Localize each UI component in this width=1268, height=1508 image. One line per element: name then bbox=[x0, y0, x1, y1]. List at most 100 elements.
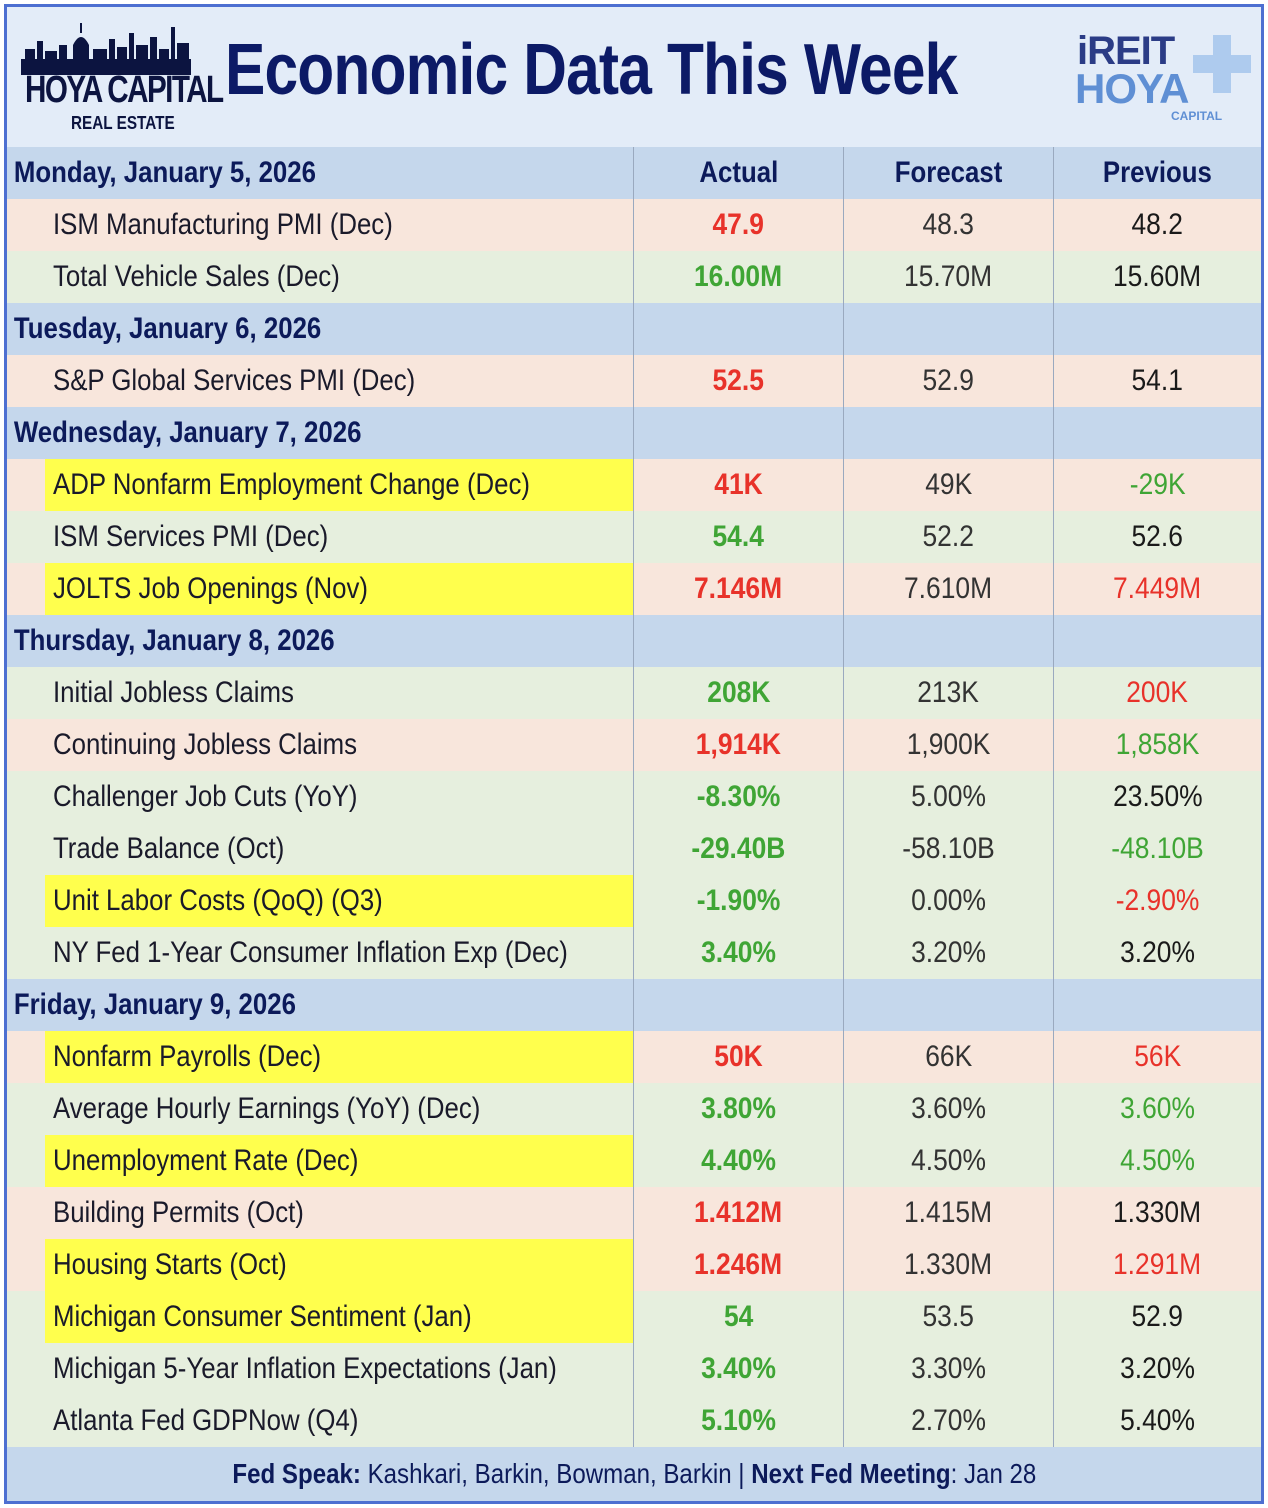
forecast-value: 213K bbox=[917, 676, 980, 709]
actual-cell: 7.146M bbox=[633, 563, 843, 615]
previous-value: 3.60% bbox=[1120, 1092, 1195, 1125]
actual-value: 1.412M bbox=[694, 1196, 783, 1229]
actual-value: 208K bbox=[706, 676, 771, 709]
previous-cell: 23.50% bbox=[1053, 771, 1261, 823]
indicator-cell: Initial Jobless Claims bbox=[7, 667, 633, 719]
actual-cell: -1.90% bbox=[633, 875, 843, 927]
previous-cell: 52.6 bbox=[1053, 511, 1261, 563]
forecast-value: 5.00% bbox=[911, 780, 986, 813]
data-row: Unit Labor Costs (QoQ) (Q3) -1.90% 0.00% -2… bbox=[7, 875, 1261, 927]
forecast-cell: 53.5 bbox=[843, 1291, 1053, 1343]
forecast-value: 52.2 bbox=[922, 520, 975, 553]
forecast-value: 1.330M bbox=[904, 1248, 993, 1281]
indicator-name-box: JOLTS Job Openings (Nov) bbox=[45, 563, 633, 615]
forecast-cell: 48.3 bbox=[843, 199, 1053, 251]
data-row: JOLTS Job Openings (Nov) 7.146M 7.610M 7.44… bbox=[7, 563, 1261, 615]
indicator-name-box: Average Hourly Earnings (YoY) (Dec) bbox=[45, 1083, 633, 1135]
next-fed-meeting-label: Next Fed Meeting bbox=[750, 1458, 951, 1489]
actual-value: 41K bbox=[714, 468, 763, 501]
previous-cell: -2.90% bbox=[1053, 875, 1261, 927]
footer-bar: Fed Speak: Kashkari, Barkin, Bowman, Bar… bbox=[7, 1447, 1261, 1501]
indicator-name: Initial Jobless Claims bbox=[53, 676, 294, 709]
actual-value: 47.9 bbox=[712, 208, 765, 241]
economic-data-table: Monday, January 5, 2026 Actual Forecast Pre… bbox=[7, 147, 1261, 1447]
indicator-name-box: ISM Services PMI (Dec) bbox=[45, 511, 633, 563]
indicator-name: Unemployment Rate (Dec) bbox=[53, 1144, 359, 1177]
column-divider bbox=[843, 979, 1053, 1031]
column-header-actual-label: Actual bbox=[699, 156, 778, 189]
page-title: Economic Data This Week bbox=[225, 30, 958, 110]
data-row: ISM Services PMI (Dec) 54.4 52.2 52.6 bbox=[7, 511, 1261, 563]
data-row: Atlanta Fed GDPNow (Q4) 5.10% 2.70% 5.40% bbox=[7, 1395, 1261, 1447]
forecast-value: 49K bbox=[925, 468, 972, 501]
indicator-name-box: Trade Balance (Oct) bbox=[45, 823, 633, 875]
data-row: Unemployment Rate (Dec) 4.40% 4.50% 4.50% bbox=[7, 1135, 1261, 1187]
previous-cell: -29K bbox=[1053, 459, 1261, 511]
column-divider bbox=[1053, 407, 1261, 459]
actual-cell: 47.9 bbox=[633, 199, 843, 251]
forecast-value: 15.70M bbox=[904, 260, 993, 293]
forecast-cell: 1.330M bbox=[843, 1239, 1053, 1291]
previous-cell: -48.10B bbox=[1053, 823, 1261, 875]
actual-value: 16.00M bbox=[694, 260, 783, 293]
day-label: Monday, January 5, 2026 bbox=[13, 156, 316, 189]
previous-cell: 3.20% bbox=[1053, 927, 1261, 979]
indicator-cell: ADP Nonfarm Employment Change (Dec) bbox=[7, 459, 633, 511]
actual-cell: 208K bbox=[633, 667, 843, 719]
indicator-name-box: Unemployment Rate (Dec) bbox=[45, 1135, 633, 1187]
previous-cell: 1,858K bbox=[1053, 719, 1261, 771]
actual-value: 3.80% bbox=[701, 1092, 776, 1125]
indicator-name: Challenger Job Cuts (YoY) bbox=[53, 780, 358, 813]
day-label: Wednesday, January 7, 2026 bbox=[13, 416, 362, 449]
column-divider bbox=[1053, 979, 1261, 1031]
previous-value: 52.6 bbox=[1131, 520, 1184, 553]
forecast-cell: 1,900K bbox=[843, 719, 1053, 771]
forecast-value: 1.415M bbox=[904, 1196, 993, 1229]
hoya-capital-logo: HOYA CAPITAL REAL ESTATE bbox=[21, 19, 224, 139]
indicator-name: Unit Labor Costs (QoQ) (Q3) bbox=[53, 884, 383, 917]
indicator-name: Building Permits (Oct) bbox=[53, 1196, 304, 1229]
actual-value: -29.40B bbox=[691, 832, 786, 865]
actual-value: 3.40% bbox=[701, 1352, 776, 1385]
logo-right-line1: iREIT bbox=[1077, 29, 1175, 73]
indicator-name-box: Housing Starts (Oct) bbox=[45, 1239, 633, 1291]
indicator-name: Total Vehicle Sales (Dec) bbox=[53, 260, 340, 293]
data-row: ISM Manufacturing PMI (Dec) 47.9 48.3 48.2 bbox=[7, 199, 1261, 251]
previous-value: 15.60M bbox=[1113, 260, 1202, 293]
actual-cell: 16.00M bbox=[633, 251, 843, 303]
day-header-row: Friday, January 9, 2026 bbox=[7, 979, 1261, 1031]
actual-cell: 54.4 bbox=[633, 511, 843, 563]
forecast-cell: 0.00% bbox=[843, 875, 1053, 927]
previous-value: 56K bbox=[1134, 1040, 1181, 1073]
indicator-name: Trade Balance (Oct) bbox=[53, 832, 285, 865]
indicator-name-box: S&P Global Services PMI (Dec) bbox=[45, 355, 633, 407]
indicator-name: ISM Services PMI (Dec) bbox=[53, 520, 329, 553]
forecast-value: 0.00% bbox=[911, 884, 986, 917]
indicator-cell: ISM Services PMI (Dec) bbox=[7, 511, 633, 563]
day-label: Tuesday, January 6, 2026 bbox=[13, 312, 322, 345]
actual-value: 1.246M bbox=[694, 1248, 783, 1281]
previous-value: -29K bbox=[1129, 468, 1186, 501]
actual-cell: 3.40% bbox=[633, 927, 843, 979]
actual-cell: 3.80% bbox=[633, 1083, 843, 1135]
forecast-cell: 52.9 bbox=[843, 355, 1053, 407]
previous-cell: 1.291M bbox=[1053, 1239, 1261, 1291]
actual-cell: 5.10% bbox=[633, 1395, 843, 1447]
forecast-cell: 3.20% bbox=[843, 927, 1053, 979]
previous-value: 4.50% bbox=[1120, 1144, 1195, 1177]
previous-value: -2.90% bbox=[1115, 884, 1200, 917]
data-row: Average Hourly Earnings (YoY) (Dec) 3.80%… bbox=[7, 1083, 1261, 1135]
indicator-name: Michigan 5-Year Inflation Expectations (… bbox=[53, 1352, 557, 1385]
indicator-name-box: Unit Labor Costs (QoQ) (Q3) bbox=[45, 875, 633, 927]
column-header-previous-label: Previous bbox=[1102, 156, 1212, 189]
column-divider bbox=[1053, 303, 1261, 355]
indicator-cell: Unemployment Rate (Dec) bbox=[7, 1135, 633, 1187]
forecast-value: 53.5 bbox=[922, 1300, 975, 1333]
data-row: Challenger Job Cuts (YoY) -8.30% 5.00% 23.5… bbox=[7, 771, 1261, 823]
previous-value: 48.2 bbox=[1131, 208, 1184, 241]
day-header-row: Thursday, January 8, 2026 bbox=[7, 615, 1261, 667]
forecast-cell: 4.50% bbox=[843, 1135, 1053, 1187]
previous-cell: 3.60% bbox=[1053, 1083, 1261, 1135]
indicator-cell: Continuing Jobless Claims bbox=[7, 719, 633, 771]
ireit-hoya-logo: iREIT HOYA CAPITAL bbox=[1071, 29, 1251, 129]
